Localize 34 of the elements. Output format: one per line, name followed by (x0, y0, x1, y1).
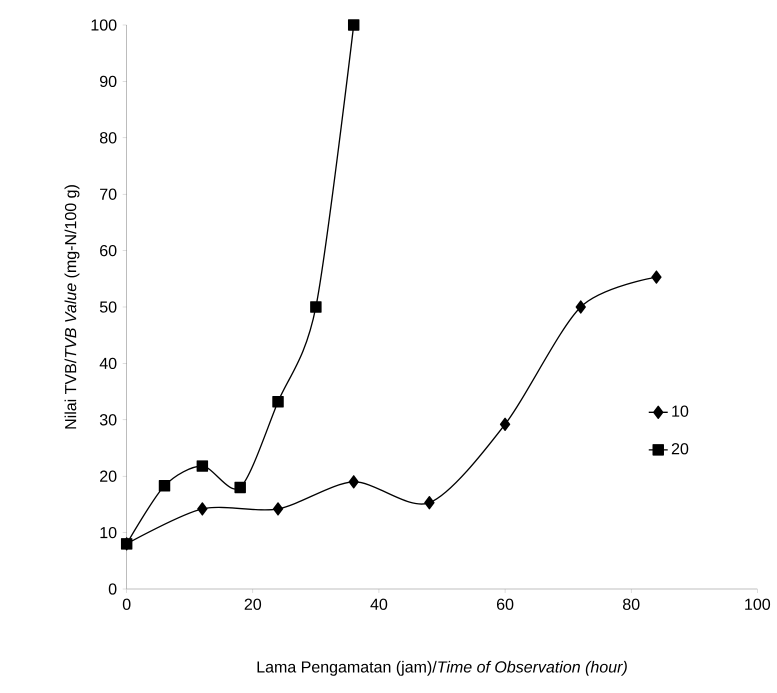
y-tick-label: 60 (100, 244, 116, 256)
x-tick-label: 80 (623, 598, 640, 610)
y-axis-title: Nilai TVB/TVB Value (mg-N/100 g) (64, 185, 80, 429)
point (196, 460, 208, 472)
point (348, 19, 360, 31)
y-tick-label: 20 (100, 470, 116, 482)
point (310, 301, 322, 313)
point (272, 502, 284, 516)
y-tick-label: 50 (100, 301, 116, 313)
x-tick-label: 0 (122, 598, 130, 610)
y-tick-label: 40 (100, 358, 116, 370)
point (234, 482, 246, 494)
y-tick-label: 90 (100, 76, 116, 88)
y-tick-label: 0 (108, 583, 116, 595)
point (500, 418, 510, 431)
x-tick-label: 100 (745, 598, 770, 610)
point (424, 496, 435, 510)
x-tick-label: 20 (244, 598, 262, 610)
legend-label: 20 (672, 443, 688, 454)
point (348, 475, 359, 489)
y-tick-label: 70 (100, 188, 116, 200)
y-tick-label: 100 (92, 19, 116, 31)
legend-label: 10 (672, 406, 688, 417)
x-axis-title: Lama Pengamatan (jam)/Time of Observation (hour) (258, 660, 627, 676)
x-tick-label: 60 (496, 598, 514, 610)
y-tick-label: 10 (100, 526, 116, 538)
y-tick-label: 80 (100, 132, 116, 144)
point (158, 480, 170, 492)
point (651, 270, 662, 284)
y-tick-label: 30 (100, 414, 116, 426)
point (272, 396, 284, 408)
x-tick-label: 40 (370, 598, 388, 610)
point (576, 300, 586, 314)
point (197, 502, 208, 516)
